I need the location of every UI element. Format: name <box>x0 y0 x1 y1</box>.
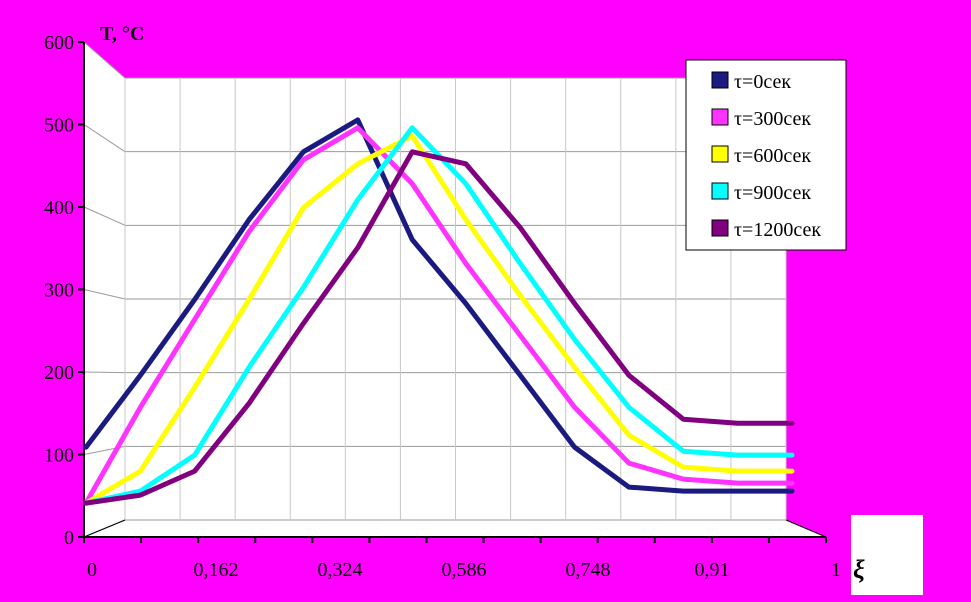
legend: τ=0сек τ=300сек τ=600сек τ=900сек τ=1200сек <box>685 59 847 251</box>
legend-swatch-1 <box>711 71 729 89</box>
legend-swatch-4 <box>711 182 729 200</box>
y-tick-label: 500 <box>44 115 74 137</box>
legend-label-2: τ=300сек <box>734 108 811 130</box>
y-tick-label: 200 <box>44 362 74 384</box>
x-tick-label: 1 <box>831 559 841 581</box>
legend-label-1: τ=0сек <box>734 71 791 93</box>
y-tick-label: 100 <box>44 445 74 467</box>
depth-axis-right <box>785 519 827 538</box>
x-tick-label: 0,91 <box>695 559 730 581</box>
depth-axis-left <box>83 519 126 538</box>
grid-lines <box>83 41 787 538</box>
y-axis-title: T, °C <box>100 23 144 45</box>
floor <box>84 520 826 537</box>
x-tick-labels: 0 0,162 0,324 0,586 0,748 0,91 1 <box>83 537 841 581</box>
grid-line-side <box>83 289 126 300</box>
series-line-3 <box>83 133 795 506</box>
side-wall <box>84 42 125 537</box>
legend-swatch-2 <box>711 108 729 126</box>
y-tick-label: 400 <box>44 197 74 219</box>
x-axis-title-box <box>851 515 923 595</box>
x-tick-label: 0,324 <box>318 559 363 581</box>
x-axis-title: ξ <box>853 555 865 584</box>
x-tick-label: 0,162 <box>194 559 239 581</box>
x-tick-label: 0 <box>87 559 97 581</box>
legend-swatch-5 <box>711 219 729 237</box>
legend-label-4: τ=900сек <box>734 182 811 204</box>
x-tick-label: 0,586 <box>442 559 487 581</box>
series-lines <box>83 117 795 506</box>
grid-line-side <box>83 371 126 374</box>
series-line-1 <box>83 117 795 494</box>
grid-line-side <box>83 206 126 226</box>
legend-swatch-3 <box>711 145 729 163</box>
series-line-5 <box>83 149 795 506</box>
y-tick-label: 600 <box>44 32 74 54</box>
legend-label-5: τ=1200сек <box>734 219 821 241</box>
grid-line-side <box>83 124 126 153</box>
legend-label-3: τ=600сек <box>734 145 811 167</box>
x-tick-label: 0,748 <box>566 559 611 581</box>
y-tick-label: 300 <box>44 280 74 302</box>
series-line-2 <box>83 125 795 506</box>
grid-line-side <box>83 41 126 79</box>
y-tick-label: 0 <box>64 527 74 549</box>
y-tick-labels: 0 100 200 300 400 500 600 <box>44 32 84 549</box>
